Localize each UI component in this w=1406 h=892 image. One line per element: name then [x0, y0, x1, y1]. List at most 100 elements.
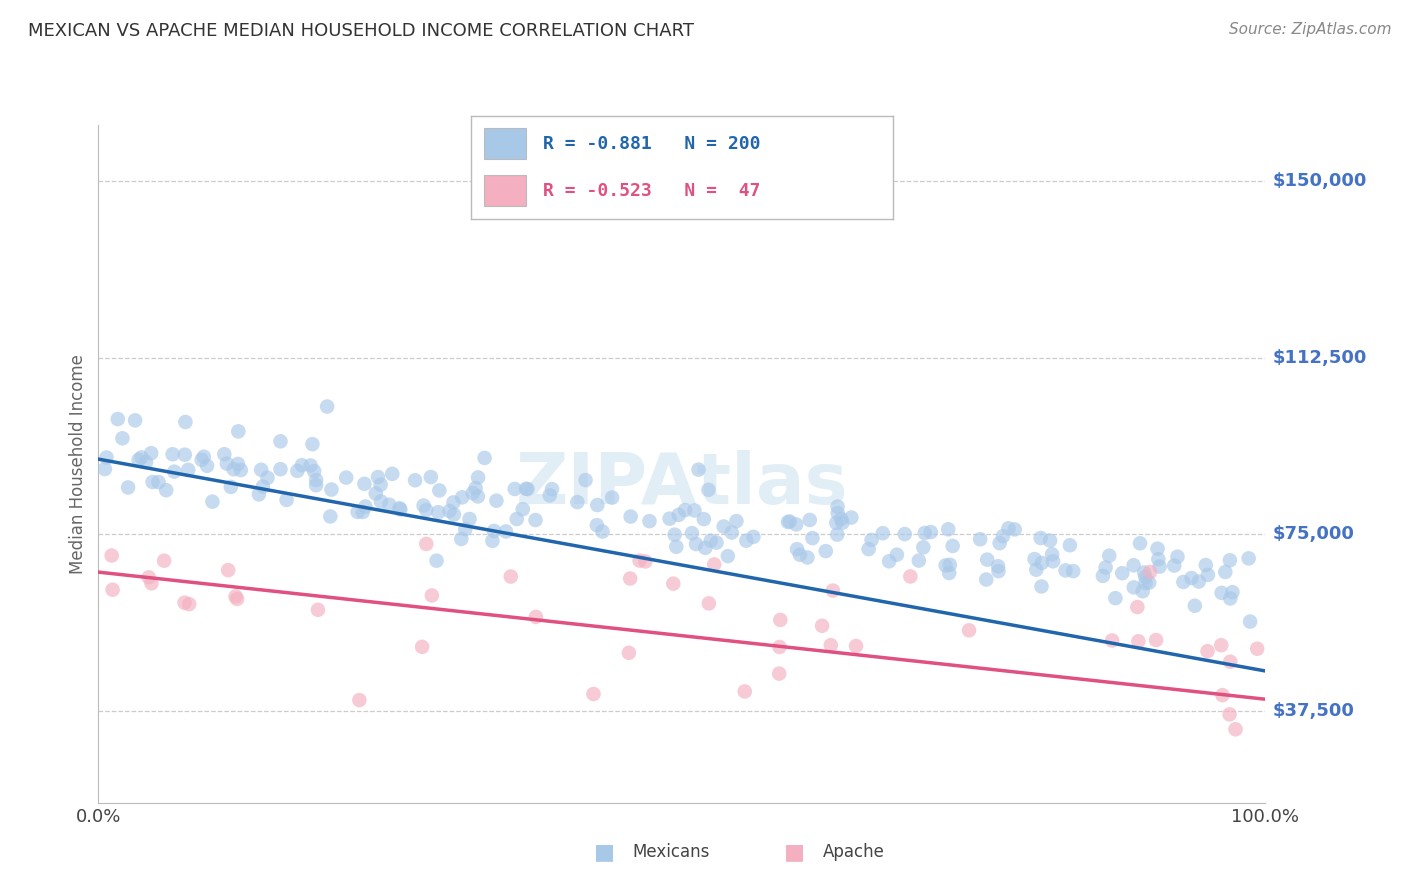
Point: [1237, 551, 1260, 566]
Point: [190, 452, 212, 467]
Point: [1132, 584, 1154, 599]
Text: $75,000: $75,000: [1272, 525, 1354, 543]
Point: [1246, 641, 1268, 656]
Point: [1091, 569, 1114, 583]
Point: [195, 458, 218, 473]
Point: [111, 431, 134, 445]
Point: [662, 576, 685, 591]
Point: [668, 508, 690, 522]
Point: [174, 415, 197, 429]
Point: [1111, 566, 1133, 581]
Point: [814, 544, 837, 558]
Point: [801, 531, 824, 545]
Point: [485, 493, 508, 508]
Point: [225, 590, 247, 604]
Point: [776, 515, 799, 529]
Point: [425, 554, 447, 568]
Point: [461, 486, 484, 500]
Point: [1219, 553, 1241, 567]
Point: [742, 530, 765, 544]
Point: [1122, 558, 1144, 573]
Point: [974, 573, 997, 587]
Point: [464, 481, 486, 495]
Point: [617, 646, 640, 660]
Point: [541, 482, 564, 496]
Point: [688, 463, 710, 477]
Point: [222, 462, 245, 476]
Point: [942, 539, 965, 553]
Point: [128, 452, 150, 467]
Point: [988, 536, 1011, 550]
Text: R = -0.523   N =  47: R = -0.523 N = 47: [543, 182, 761, 200]
Point: [1139, 565, 1161, 579]
Point: [1147, 552, 1170, 566]
Point: [250, 463, 273, 477]
Point: [1225, 723, 1247, 737]
Point: [148, 475, 170, 489]
Point: [214, 447, 236, 461]
Point: [1126, 600, 1149, 615]
Point: [1197, 568, 1219, 582]
Point: [217, 563, 239, 577]
Point: [898, 569, 921, 583]
Point: [785, 517, 807, 532]
Point: [786, 542, 808, 557]
Point: [1129, 536, 1152, 550]
Point: [269, 462, 291, 476]
Point: [96, 450, 118, 465]
Point: [820, 638, 842, 652]
Point: [1149, 559, 1171, 574]
Point: [789, 548, 811, 562]
Point: [720, 525, 742, 540]
Point: [335, 470, 357, 484]
Point: [124, 413, 146, 427]
Point: [100, 549, 122, 563]
Point: [939, 558, 962, 572]
Point: [725, 514, 748, 528]
Point: [908, 553, 931, 567]
Point: [499, 569, 522, 583]
Point: [1222, 585, 1244, 599]
Point: [141, 576, 163, 591]
Point: [827, 506, 849, 520]
Point: [142, 475, 165, 489]
Text: ■: ■: [595, 842, 614, 862]
Point: [1031, 556, 1053, 570]
Point: [1040, 547, 1063, 561]
Point: [482, 524, 505, 538]
Point: [695, 541, 717, 555]
Point: [586, 498, 609, 512]
Point: [1211, 586, 1233, 600]
Point: [1163, 558, 1185, 573]
Point: [1054, 563, 1077, 577]
Point: [229, 463, 252, 477]
Point: [997, 521, 1019, 535]
Point: [467, 470, 489, 484]
Point: [1025, 563, 1047, 577]
Point: [957, 624, 980, 638]
Point: [226, 425, 249, 439]
Point: [179, 597, 201, 611]
Point: [117, 480, 139, 494]
Point: [226, 457, 249, 471]
Point: [1104, 591, 1126, 606]
Point: [451, 491, 474, 505]
Bar: [484, 128, 526, 159]
Point: [138, 570, 160, 584]
Point: [201, 494, 224, 508]
Point: [877, 554, 900, 568]
Point: [969, 533, 991, 547]
Point: [367, 470, 389, 484]
Text: $112,500: $112,500: [1272, 349, 1367, 367]
Point: [1219, 707, 1241, 722]
Point: [439, 504, 461, 518]
Point: [307, 603, 329, 617]
Point: [516, 482, 538, 496]
Point: [302, 464, 325, 478]
Text: $150,000: $150,000: [1272, 172, 1367, 190]
Point: [352, 505, 374, 519]
Point: [858, 542, 880, 557]
Point: [893, 527, 915, 541]
Point: [370, 494, 392, 508]
Point: [1059, 538, 1081, 552]
